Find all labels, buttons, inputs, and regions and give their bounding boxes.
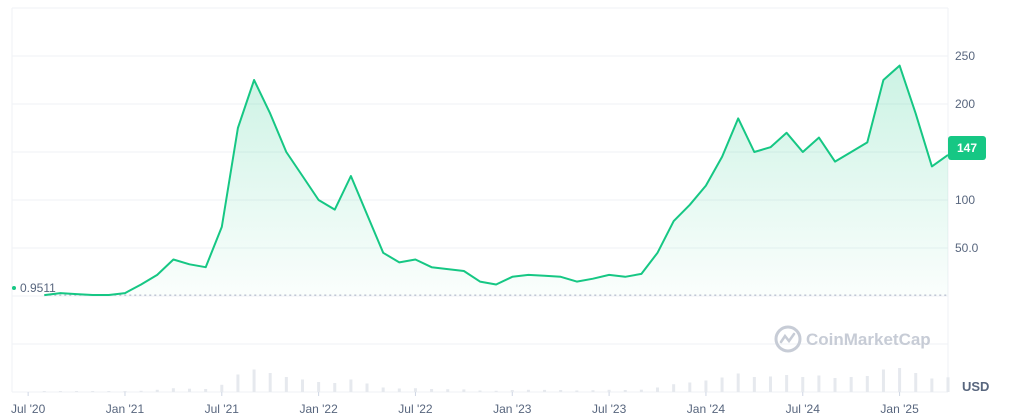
- x-tick-label: Jul '20: [11, 402, 46, 416]
- volume-bar: [171, 388, 175, 392]
- volume-bar: [42, 391, 46, 392]
- y-tick-label: 250: [955, 49, 975, 63]
- volume-bar: [494, 390, 498, 392]
- volume-bar: [510, 390, 514, 392]
- volume-bar: [720, 377, 724, 392]
- price-area-fill: [44, 65, 949, 296]
- volume-bar: [413, 388, 417, 392]
- volume-bar: [333, 383, 337, 392]
- volume-bar: [591, 390, 595, 392]
- watermark: CoinMarketCap: [774, 325, 931, 353]
- volume-bar: [817, 375, 821, 392]
- volume-bar: [204, 389, 208, 392]
- volume-bar: [220, 384, 224, 392]
- volume-bar: [704, 380, 708, 392]
- volume-bar: [865, 376, 869, 392]
- x-tick-label: Jul '22: [398, 402, 433, 416]
- x-tick-label: Jul '21: [205, 402, 240, 416]
- volume-bar: [946, 377, 950, 392]
- volume-bar: [930, 378, 934, 392]
- volume-bar: [107, 391, 111, 392]
- volume-bar: [397, 388, 401, 392]
- volume-bar: [284, 377, 288, 392]
- volume-bar: [559, 390, 563, 392]
- last-value-label: 147: [957, 141, 977, 155]
- volume-bar: [188, 388, 192, 392]
- x-tick-label: Jul '24: [786, 402, 821, 416]
- y-tick-label: 200: [955, 97, 975, 111]
- volume-bar: [75, 391, 79, 392]
- volume-bar: [58, 391, 62, 392]
- price-line: [44, 64, 949, 297]
- volume-bar: [607, 389, 611, 392]
- x-tick-label: Jan '22: [299, 402, 338, 416]
- x-axis: Jul '20 Jan '21 Jul '21 Jan '22 Jul '22 Jan '…: [11, 392, 919, 416]
- volume-bar: [268, 373, 272, 392]
- volume-bar: [785, 375, 789, 392]
- coinmarketcap-logo-icon: [774, 325, 802, 353]
- volume-bar: [672, 384, 676, 392]
- volume-bar: [365, 383, 369, 392]
- volume-bar: [623, 390, 627, 392]
- volume-bar: [914, 373, 918, 392]
- x-tick-label: Jan '24: [687, 402, 726, 416]
- volume-bar: [543, 389, 547, 392]
- volume-bar: [881, 369, 885, 392]
- watermark-text: CoinMarketCap: [806, 330, 931, 349]
- volume-bar: [155, 389, 159, 392]
- x-tick-label: Jan '25: [880, 402, 919, 416]
- volume-bar: [736, 373, 740, 392]
- y-tick-label: 50.0: [955, 241, 979, 255]
- grid-lines: [11, 7, 949, 393]
- volume-bar: [446, 389, 450, 392]
- volume-bar: [768, 376, 772, 392]
- volume-bar: [526, 389, 530, 392]
- volume-bar: [688, 382, 692, 392]
- start-marker: [12, 286, 16, 290]
- volume-bar: [252, 369, 256, 392]
- volume-bar: [139, 390, 143, 392]
- volume-bar: [91, 391, 95, 392]
- volume-bar: [462, 389, 466, 392]
- volume-bar: [478, 390, 482, 392]
- volume-bar: [639, 389, 643, 392]
- volume-bar: [236, 374, 240, 392]
- volume-bar: [898, 368, 902, 392]
- start-value-label: 0.9511: [20, 281, 56, 295]
- volume-bar: [833, 378, 837, 392]
- volume-bar: [752, 377, 756, 392]
- x-tick-label: Jan '21: [106, 402, 145, 416]
- volume-bar: [801, 377, 805, 392]
- volume-bar: [317, 382, 321, 392]
- volume-bar: [381, 387, 385, 392]
- currency-unit-label: USD: [962, 379, 989, 394]
- volume-bar: [123, 391, 127, 392]
- volume-bars: [42, 368, 950, 392]
- last-value-badge: 147: [948, 136, 986, 160]
- x-tick-label: Jul '23: [592, 402, 627, 416]
- volume-bar: [575, 390, 579, 392]
- volume-bar: [300, 379, 304, 392]
- x-tick-label: Jan '23: [493, 402, 532, 416]
- volume-bar: [349, 379, 353, 392]
- volume-bar: [656, 387, 660, 392]
- volume-bar: [849, 377, 853, 392]
- y-tick-label: 100: [955, 193, 975, 207]
- volume-bar: [430, 389, 434, 392]
